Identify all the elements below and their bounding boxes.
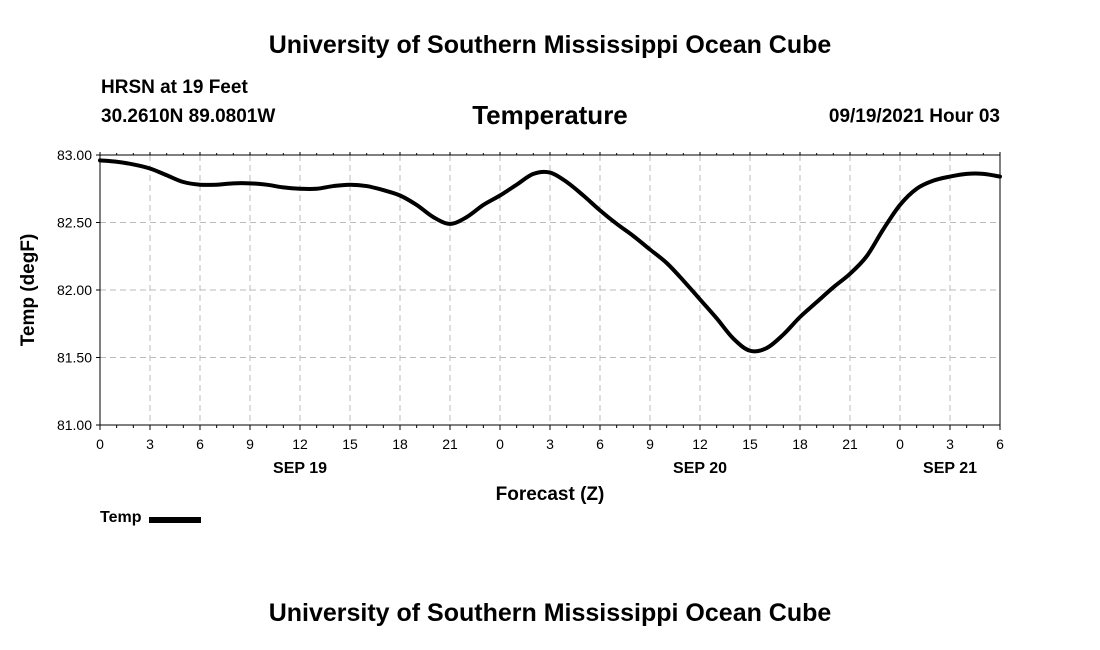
x-tick-label: 12	[692, 436, 708, 452]
series-line-temp	[98, 158, 1002, 354]
x-tick-label: 15	[342, 436, 358, 452]
x-tick-label: 15	[742, 436, 758, 452]
chart-title: Temperature	[472, 100, 628, 130]
grid-lines	[100, 155, 1000, 425]
x-tick-label: 3	[946, 436, 954, 452]
y-tick-label: 82.50	[57, 215, 92, 231]
page-title: University of Southern Mississippi Ocean…	[268, 31, 832, 59]
station-coordinates: 30.2610N 89.0801W	[101, 106, 276, 127]
y-tick-label: 83.00	[57, 147, 92, 163]
y-tick-label: 82.00	[57, 282, 92, 298]
y-tick-label: 81.50	[57, 350, 92, 366]
date-label: SEP 19	[273, 460, 327, 477]
legend: Temp	[100, 509, 202, 527]
date-label: SEP 20	[673, 460, 727, 477]
station-label: HRSN at 19 Feet	[101, 77, 248, 98]
legend-swatch	[149, 516, 202, 523]
y-axis-title: Temp (degF)	[18, 234, 39, 347]
y-tick-label: 81.00	[57, 417, 92, 433]
legend-label: Temp	[100, 509, 142, 526]
footer-title: University of Southern Mississippi Ocean…	[268, 599, 832, 627]
x-tick-label: 12	[292, 436, 308, 452]
x-tick-label: 0	[896, 436, 904, 452]
axis-ticks	[96, 152, 1001, 430]
x-tick-label: 0	[96, 436, 104, 452]
x-tick-label: 9	[246, 436, 254, 452]
date-label: SEP 21	[923, 460, 977, 477]
run-time: 09/19/2021 Hour 03	[828, 106, 1000, 127]
x-tick-label: 6	[196, 436, 204, 452]
x-tick-label: 9	[646, 436, 654, 452]
series-layer	[98, 158, 1002, 354]
x-tick-label: 6	[596, 436, 604, 452]
x-tick-label: 18	[792, 436, 808, 452]
axis-labels: 0 3 6 9 12 15 18 21 0 3 6 9 12 15 18 21 0 3 6 81.00 81.50 82.…	[57, 147, 1004, 477]
x-tick-label: 6	[996, 436, 1004, 452]
x-tick-label: 18	[392, 436, 408, 452]
x-tick-label: 0	[496, 436, 504, 452]
x-axis-title: Forecast (Z)	[496, 484, 605, 505]
x-tick-label: 3	[146, 436, 154, 452]
x-tick-label: 21	[842, 436, 858, 452]
x-tick-label: 21	[442, 436, 458, 452]
x-tick-label: 3	[546, 436, 554, 452]
